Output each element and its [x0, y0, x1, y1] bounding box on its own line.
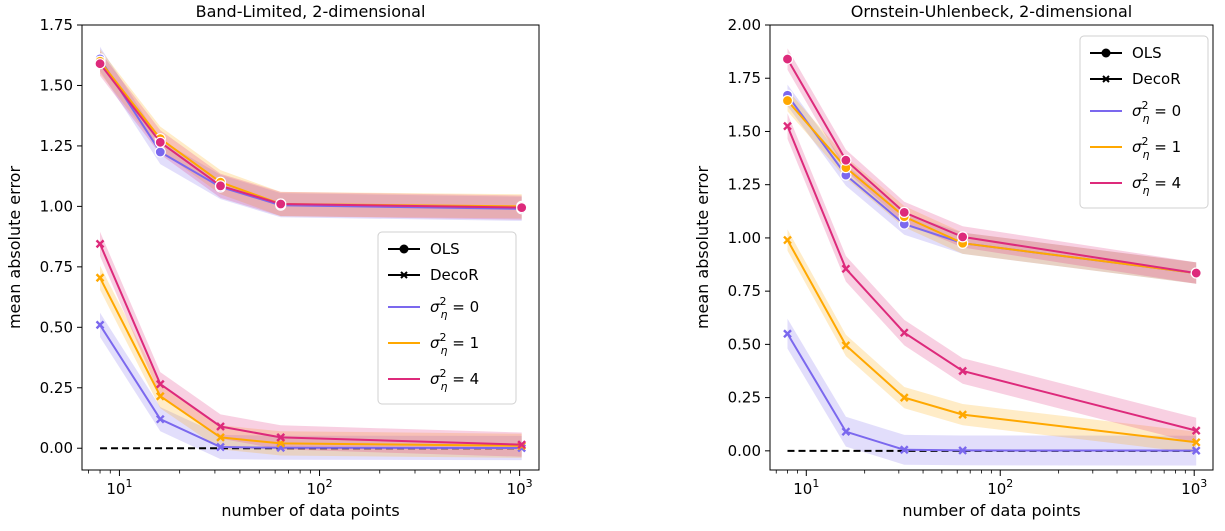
data-point — [783, 329, 792, 339]
data-point — [899, 445, 909, 455]
legend: OLS DecoR σ2 η = 0 σ2 η = 1 σ2 η = 4 — [1079, 35, 1209, 209]
confidence-band — [100, 49, 522, 219]
data-point — [95, 239, 105, 249]
data-point — [957, 231, 969, 243]
data-point — [1190, 267, 1202, 279]
y-tick-label: 1.50 — [728, 122, 761, 140]
legend-label: σ2 η = 1 — [430, 331, 479, 357]
y-tick-label: 0.50 — [40, 318, 73, 336]
legend-label: σ2 η = 4 — [430, 367, 479, 393]
data-point — [154, 146, 166, 158]
y-tick-label: 1.25 — [728, 176, 761, 194]
data-point — [95, 273, 105, 283]
x-tick-label: 103 — [507, 477, 533, 498]
data-point — [958, 446, 968, 455]
chart-title: Ornstein-Uhlenbeck, 2-dimensional — [851, 2, 1132, 21]
legend-marker — [1101, 48, 1111, 58]
data-point — [783, 235, 792, 245]
data-point — [783, 121, 792, 131]
data-point — [781, 94, 794, 107]
y-tick-label: 1.75 — [728, 69, 761, 87]
data-point — [94, 58, 106, 70]
data-point — [214, 180, 227, 192]
y-tick-label: 0.00 — [728, 442, 761, 460]
x-tick-label: 101 — [793, 477, 819, 498]
data-point — [898, 206, 910, 218]
data-point — [1191, 437, 1201, 447]
y-tick-label: 0.75 — [728, 282, 761, 300]
y-axis-label: mean absolute error — [693, 166, 712, 329]
chart-panel-1: Band-Limited, 2-dimensional 0.00 0.25 0.50 0… — [5, 2, 540, 520]
data-point — [958, 410, 968, 419]
data-point — [155, 414, 165, 424]
data-point — [216, 442, 225, 452]
data-point — [841, 341, 851, 350]
x-axis-label: number of data points — [221, 501, 399, 520]
x-tick-label: 102 — [306, 477, 332, 498]
confidence-band — [100, 265, 522, 458]
legend-marker — [399, 244, 409, 254]
chart-title: Band-Limited, 2-dimensional — [196, 2, 426, 21]
y-tick-label: 2.00 — [728, 16, 761, 34]
data-point — [216, 422, 225, 431]
legend-label: σ2 η = 0 — [430, 295, 479, 321]
data-point — [1191, 446, 1201, 455]
y-tick-label: 0.00 — [40, 439, 73, 457]
legend: OLS DecoR σ2 η = 0 σ2 η = 1 σ2 η = 4 — [377, 231, 517, 405]
confidence-band — [100, 231, 522, 457]
y-tick-label: 1.25 — [40, 137, 73, 155]
confidence-band — [787, 113, 1197, 444]
legend-label: DecoR — [1132, 70, 1181, 88]
data-point — [517, 440, 527, 449]
data-point — [1191, 426, 1201, 435]
data-point — [840, 154, 852, 166]
y-tick-label: 0.50 — [728, 335, 761, 353]
data-point — [276, 433, 286, 442]
confidence-band — [787, 84, 1197, 284]
data-point — [155, 379, 165, 389]
x-tick-label: 101 — [106, 477, 132, 498]
confidence-band — [787, 48, 1197, 284]
legend-marker — [400, 271, 408, 279]
y-tick-label: 1.00 — [40, 197, 73, 215]
data-point — [216, 433, 225, 442]
x-tick-label: 103 — [1181, 477, 1207, 498]
chart-panel-2: Ornstein-Uhlenbeck, 2-dimensional 0.00 0.2… — [693, 2, 1214, 520]
legend-label: σ2 η = 1 — [1132, 135, 1181, 161]
legend-label: DecoR — [430, 266, 479, 284]
legend-label: σ2 η = 0 — [1132, 99, 1181, 125]
data-point — [958, 366, 968, 376]
legend-label: σ2 η = 4 — [1132, 171, 1181, 197]
legend-marker — [1102, 75, 1110, 83]
y-axis-label: mean absolute error — [5, 166, 24, 329]
legend-label: OLS — [1132, 44, 1162, 62]
y-tick-label: 0.25 — [728, 389, 761, 407]
data-point — [154, 136, 166, 148]
x-tick-label: 102 — [987, 477, 1013, 498]
data-point — [841, 427, 851, 437]
data-point — [899, 393, 909, 402]
y-tick-label: 0.75 — [40, 258, 73, 276]
data-point — [899, 328, 909, 338]
y-tick-label: 1.00 — [728, 229, 761, 247]
y-tick-label: 0.25 — [40, 379, 73, 397]
data-point — [841, 264, 851, 274]
y-tick-label: 1.50 — [40, 76, 73, 94]
data-point — [95, 320, 105, 330]
data-point — [516, 201, 528, 214]
data-point — [275, 198, 287, 210]
legend-label: OLS — [430, 240, 460, 258]
confidence-band — [787, 229, 1197, 453]
data-point — [781, 53, 794, 65]
data-point — [155, 391, 165, 401]
y-tick-label: 1.75 — [40, 16, 73, 34]
x-axis-label: number of data points — [902, 501, 1080, 520]
